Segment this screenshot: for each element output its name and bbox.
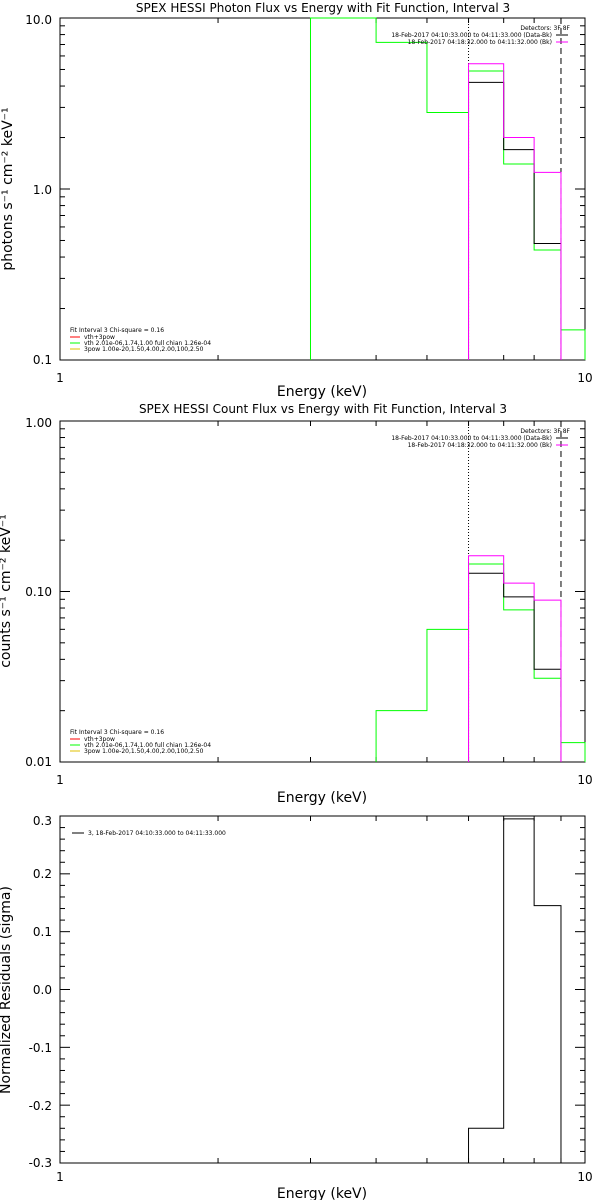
legend-fit-item: vth 2.01e-06,1.74,1.00 full chian 1.26e-… [84, 340, 211, 347]
y-tick-label: 10.0 [25, 13, 52, 27]
legend-fit-item: 3pow 1.00e-20,1.50,4.00,2.00,100,2.50 [84, 346, 204, 353]
legend-fit-item: vth+3pow [84, 334, 115, 341]
y-axis-label: counts s⁻¹ cm⁻² keV⁻¹ [0, 514, 14, 668]
histogram-series [468, 555, 562, 762]
photon-flux-panel: SPEX HESSI Photon Flux vs Energy with Fi… [0, 1, 593, 400]
y-tick-label: 0.10 [25, 585, 52, 599]
legend-fit-header: Fit Interval 3 Chi-square = 0.16 [70, 327, 164, 334]
legend-fit-item: vth+3pow [84, 736, 115, 743]
x-tick-label: 1 [56, 371, 64, 385]
x-axis-label: Energy (keV) [277, 384, 367, 400]
plot-frame [59, 420, 586, 763]
count-flux-panel: SPEX HESSI Count Flux vs Energy with Fit… [0, 402, 593, 806]
x-axis-label: Energy (keV) [277, 1186, 367, 1200]
legend-bk-interval: 18-Feb-2017 04:18:32.000 to 04:11:32.000… [408, 39, 552, 46]
legend-detectors: Detectors: 3F 8F [520, 428, 570, 435]
legend-fit: Fit Interval 3 Chi-square = 0.16 vth+3po… [70, 327, 211, 353]
y-tick-label: -0.3 [29, 1156, 52, 1170]
legend-data-interval: 18-Feb-2017 04:10:33.000 to 04:11:33.000… [391, 435, 552, 442]
legend-fit-item: vth 2.01e-06,1.74,1.00 full chian 1.26e-… [84, 742, 211, 749]
legend-top: 3, 18-Feb-2017 04:10:33.000 to 04:11:33.… [72, 830, 226, 837]
histogram-series [309, 17, 586, 360]
y-tick-label: -0.1 [29, 1041, 52, 1055]
y-tick-label: 0.1 [33, 925, 52, 939]
plot-frame [59, 815, 586, 1164]
legend-fit-item: 3pow 1.00e-20,1.50,4.00,2.00,100,2.50 [84, 748, 204, 755]
y-axis-label: photons s⁻¹ cm⁻² keV⁻¹ [0, 107, 16, 270]
y-tick-label: 0.0 [33, 983, 52, 997]
y-tick-label: 0.01 [25, 755, 52, 769]
x-tick-label: 1 [56, 1170, 64, 1184]
panel-title: SPEX HESSI Count Flux vs Energy with Fit… [139, 402, 507, 416]
y-tick-label: 0.3 [33, 814, 52, 828]
plot-frame [59, 17, 586, 361]
x-tick-label: 10 [577, 773, 592, 787]
y-axis-label: Normalized Residuals (sigma) [0, 886, 14, 1094]
legend-fit: Fit Interval 3 Chi-square = 0.16 vth+3po… [70, 729, 211, 755]
histogram-series [468, 63, 562, 360]
legend-fit-header: Fit Interval 3 Chi-square = 0.16 [70, 729, 164, 736]
y-tick-label: 1.0 [33, 183, 52, 197]
legend-detectors: Detectors: 3F 8F [520, 25, 570, 32]
x-axis-label: Energy (keV) [277, 790, 367, 806]
y-tick-label: 0.2 [33, 867, 52, 881]
legend-data-interval: 18-Feb-2017 04:10:33.000 to 04:11:33.000… [391, 32, 552, 39]
legend-top: Detectors: 3F 8F 18-Feb-2017 04:10:33.00… [391, 25, 570, 46]
histogram-series [468, 81, 562, 360]
legend-top: Detectors: 3F 8F 18-Feb-2017 04:10:33.00… [391, 428, 570, 449]
y-tick-label: 1.00 [25, 416, 52, 430]
histogram-series [468, 572, 562, 762]
x-tick-label: 10 [577, 1170, 592, 1184]
residuals-panel: -0.3 -0.2 -0.1 0.0 0.1 0.2 0.3 1 10 Ener… [0, 814, 593, 1200]
y-tick-label: -0.2 [29, 1099, 52, 1113]
legend-bk-interval: 18-Feb-2017 04:18:32.000 to 04:11:32.000… [408, 442, 552, 449]
histogram-series [375, 563, 586, 762]
x-tick-label: 1 [56, 773, 64, 787]
legend-interval: 3, 18-Feb-2017 04:10:33.000 to 04:11:33.… [88, 830, 226, 837]
panel-title: SPEX HESSI Photon Flux vs Energy with Fi… [136, 1, 510, 15]
y-tick-label: 0.1 [33, 353, 52, 367]
x-tick-label: 10 [577, 371, 592, 385]
histogram-series [468, 818, 562, 1163]
